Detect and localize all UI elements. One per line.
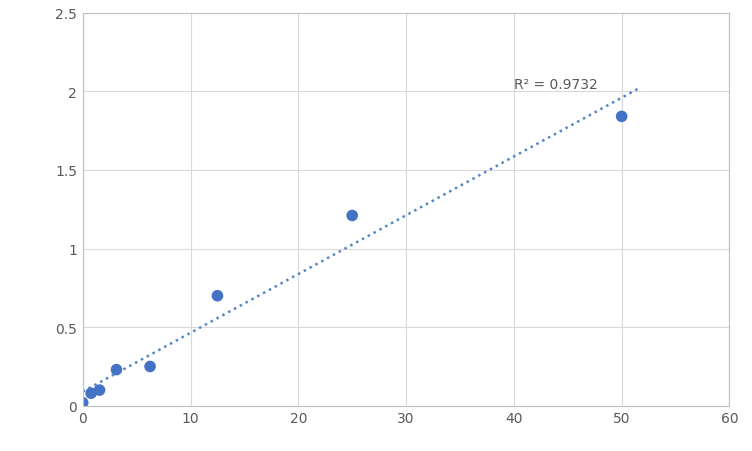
Point	[85, 390, 97, 397]
Point	[77, 399, 89, 406]
Point	[93, 387, 105, 394]
Point	[346, 212, 358, 220]
Point	[616, 114, 628, 121]
Point	[144, 363, 156, 370]
Point	[111, 366, 123, 373]
Point	[211, 292, 223, 299]
Text: R² = 0.9732: R² = 0.9732	[514, 78, 598, 92]
